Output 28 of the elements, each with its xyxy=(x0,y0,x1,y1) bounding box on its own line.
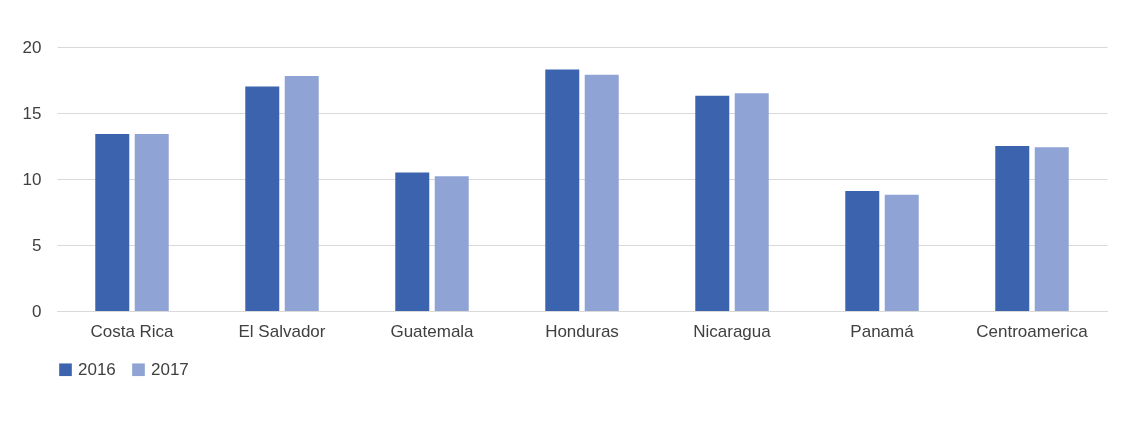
bar xyxy=(284,76,319,311)
bar xyxy=(695,95,730,311)
bar xyxy=(1034,147,1069,311)
x-tick-label: Guatemala xyxy=(390,321,475,341)
legend-label: 2017 xyxy=(151,359,189,379)
bar xyxy=(734,93,769,311)
bar xyxy=(245,86,280,311)
y-tick-label: 10 xyxy=(22,169,42,189)
bar xyxy=(434,176,469,311)
y-tick-label: 15 xyxy=(22,103,42,123)
x-tick-label: Costa Rica xyxy=(90,321,175,341)
bar xyxy=(545,69,580,311)
bar xyxy=(395,172,430,311)
x-tick-label: Honduras xyxy=(545,321,619,341)
x-tick-label: Panamá xyxy=(850,321,915,341)
bar xyxy=(134,134,169,311)
bar xyxy=(95,134,130,311)
x-tick-label: Nicaragua xyxy=(693,321,772,341)
y-tick-label: 20 xyxy=(22,37,42,57)
bar xyxy=(584,74,619,311)
y-tick-label: 0 xyxy=(32,301,42,321)
x-tick-label: Centroamerica xyxy=(976,321,1089,341)
x-tick-label: El Salvador xyxy=(238,321,326,341)
y-tick-label: 5 xyxy=(32,235,42,255)
bar xyxy=(845,190,880,311)
bar xyxy=(995,146,1030,311)
bar xyxy=(884,194,919,311)
legend-label: 2016 xyxy=(78,359,116,379)
